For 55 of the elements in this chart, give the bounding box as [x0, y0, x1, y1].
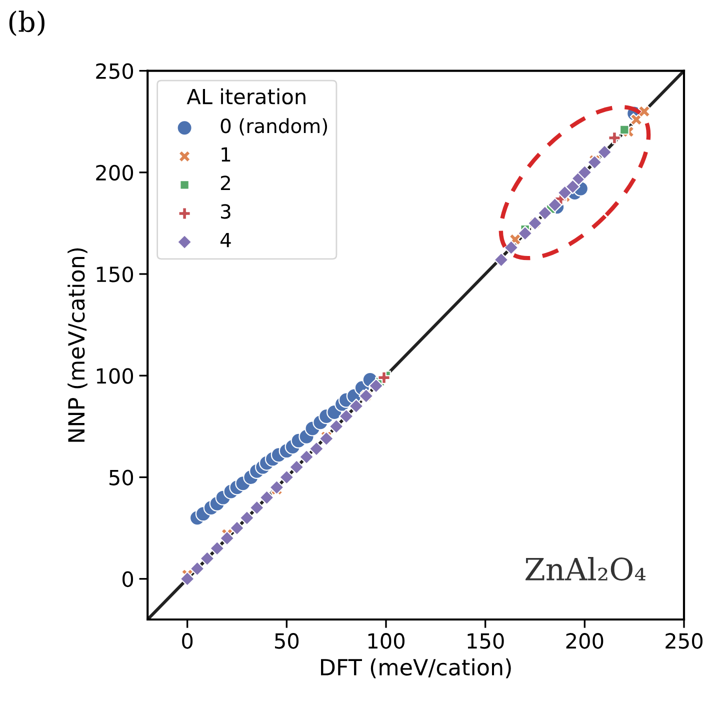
point	[348, 398, 364, 414]
point	[537, 206, 552, 221]
point	[328, 418, 344, 434]
point	[577, 164, 592, 180]
x-tick-label: 50	[275, 633, 299, 649]
x-tick-label: 0	[182, 633, 193, 649]
point	[308, 441, 324, 456]
point	[200, 551, 215, 566]
point	[249, 500, 264, 516]
point	[565, 179, 580, 194]
point	[259, 490, 274, 506]
legend-label: 4	[220, 232, 231, 248]
point	[378, 371, 390, 384]
y-tick-label: 200	[96, 164, 134, 181]
point	[597, 144, 612, 160]
point	[279, 470, 294, 485]
point	[494, 252, 509, 268]
legend-label: 2	[220, 176, 230, 190]
x-tick-label: 150	[468, 633, 504, 649]
x-tick-label: 100	[368, 633, 404, 649]
legend-label: 0 (random)	[220, 118, 328, 136]
text: (b)	[9, 10, 44, 36]
point	[368, 378, 384, 394]
legend-title: AL iteration	[186, 88, 306, 104]
legend-label: 1	[222, 147, 230, 162]
point	[318, 431, 334, 446]
x-tick-label: 250	[666, 633, 702, 649]
y-axis-title: NNP (meV/cation)	[68, 248, 88, 442]
point	[504, 240, 519, 256]
x-tick-label: 200	[566, 633, 604, 649]
point	[619, 124, 630, 135]
point	[230, 520, 244, 536]
y-tick-label: 250	[96, 63, 134, 80]
x-axis-title: DFT (meV/cation)	[321, 658, 511, 678]
y-tick-label: 50	[110, 470, 134, 486]
y-tick-label: 100	[96, 368, 134, 384]
point	[210, 540, 225, 556]
point	[190, 561, 205, 576]
point	[587, 154, 602, 170]
point	[638, 105, 651, 118]
point	[269, 480, 284, 495]
point	[180, 571, 195, 586]
point	[630, 113, 643, 126]
annotation: ZnAl₂O₄	[526, 557, 646, 581]
point	[338, 408, 354, 424]
point	[608, 132, 621, 144]
y-tick-label: 0	[122, 571, 134, 588]
point	[557, 185, 572, 200]
legend-label: 3	[221, 204, 230, 219]
point	[299, 449, 314, 464]
point	[289, 460, 304, 475]
y-tick-label: 150	[96, 266, 134, 282]
point	[239, 510, 254, 526]
point	[220, 530, 235, 546]
point	[518, 226, 533, 241]
